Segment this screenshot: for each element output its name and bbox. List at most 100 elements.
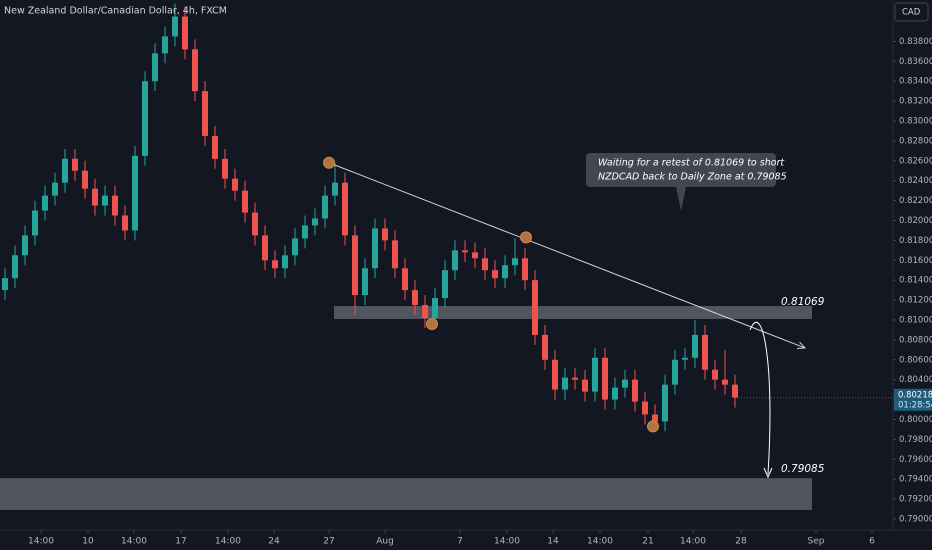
x-tick-label: 17 (175, 537, 186, 547)
candle-body (132, 155, 138, 231)
candle-body (562, 377, 568, 390)
y-tick-label: 0.81200 (899, 296, 932, 306)
y-tick-label: 0.80400 (899, 375, 932, 385)
candle-body (82, 170, 88, 189)
candle-body (52, 182, 58, 196)
candle-body (592, 357, 598, 392)
x-tick-label: 7 (457, 537, 463, 547)
candle-body (662, 384, 668, 422)
x-tick-label: 14:00 (121, 537, 147, 547)
plot (0, 3, 896, 533)
candle-body (582, 379, 588, 392)
candle-body (482, 258, 488, 271)
candle-body (632, 379, 638, 402)
candle-body (402, 268, 408, 291)
x-tick-label: 14:00 (587, 537, 613, 547)
y-tick-label: 0.80800 (899, 335, 932, 345)
y-tick-label: 0.83800 (899, 37, 932, 47)
candle-body (192, 49, 198, 92)
pivot (323, 156, 335, 169)
candle-body (242, 190, 248, 213)
trendline-arrow (796, 341, 807, 350)
candle-body (272, 260, 278, 269)
candle-body (172, 16, 178, 37)
y-tick-label: 0.79600 (899, 455, 932, 465)
x-tick-label: Sep (808, 537, 825, 547)
candle-body (32, 210, 38, 236)
x-tick-label: 14:00 (680, 537, 706, 547)
candle-body (332, 182, 338, 196)
y-tick-label: 0.83000 (899, 116, 932, 126)
pivot (426, 317, 438, 330)
candle-body (672, 359, 678, 385)
candle-body (292, 238, 298, 256)
candle-body (2, 278, 8, 291)
candle-body (432, 298, 438, 318)
y-tick-label: 0.82600 (899, 156, 932, 166)
x-tick-label: 6 (869, 537, 875, 547)
y-tick-label: 0.83400 (899, 77, 932, 87)
candle-body (22, 235, 28, 256)
candle-body (152, 53, 158, 82)
candle-body (252, 212, 258, 236)
projection-arrow (749, 322, 771, 475)
candle-body (282, 255, 288, 269)
candle-body (122, 215, 128, 231)
note-text: NZDCAD back to Daily Zone at 0.79085 (598, 172, 787, 183)
y-tick-label: 0.83200 (899, 97, 932, 107)
x-tick-label: 14:00 (494, 537, 520, 547)
candle-body (732, 384, 738, 398)
candle-body (612, 387, 618, 400)
x-tick-label: 24 (268, 537, 280, 547)
candle-body (352, 235, 358, 296)
candle-body (652, 414, 658, 422)
zone (334, 306, 812, 319)
candle-body (362, 268, 368, 296)
candle-body (522, 258, 528, 281)
candle-body (512, 258, 518, 266)
candle-body (72, 158, 78, 171)
y-tick-label: 0.79000 (899, 514, 932, 524)
candle-body (102, 195, 108, 206)
candle-body (212, 135, 218, 159)
trendline (328, 162, 806, 349)
candle-body (692, 334, 698, 358)
candle-body (12, 255, 18, 279)
x-tick-label: Aug (376, 537, 394, 547)
candle-body (642, 401, 648, 415)
candle-body (712, 369, 718, 380)
pivot (647, 420, 659, 433)
candle-body (92, 188, 98, 206)
candle-body (112, 195, 118, 216)
candle-body (222, 158, 228, 179)
currency-button[interactable] (894, 2, 929, 22)
y-tick-label: 0.82000 (899, 216, 932, 226)
last-price-box (894, 388, 932, 411)
note-bubble (586, 153, 776, 211)
candle-body (202, 91, 208, 136)
x-tick-label: 21 (642, 537, 653, 547)
candle-body (542, 334, 548, 360)
candle-body (622, 379, 628, 388)
currency-label[interactable]: CAD (902, 8, 921, 18)
candle-body (552, 359, 558, 390)
candle-body (322, 195, 328, 219)
candle-body (422, 305, 428, 318)
candle-body (682, 357, 688, 360)
chart-title: New Zealand Dollar/Canadian Dollar, 4h, … (4, 6, 227, 17)
y-tick-label: 0.81600 (899, 256, 932, 266)
arrow-head (763, 467, 773, 479)
candle-body (302, 225, 308, 239)
candle-body (602, 357, 608, 400)
countdown-label: 01:28:54 (898, 400, 932, 410)
x-tick-label: 14 (547, 537, 559, 547)
zone (0, 478, 812, 511)
x-tick-label: 14:00 (215, 537, 241, 547)
candle-body (312, 218, 318, 226)
y-tick-label: 0.79800 (899, 435, 932, 445)
last-price-label: 0.80218 (898, 390, 932, 400)
candle-body (182, 16, 188, 50)
x-tick-label: 10 (82, 537, 94, 547)
